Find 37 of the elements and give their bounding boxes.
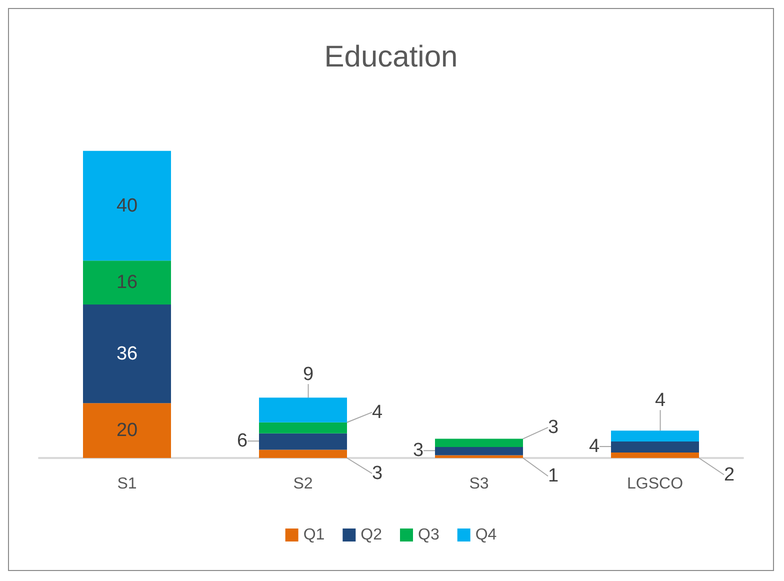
- data-label: 36: [116, 343, 138, 364]
- data-label: 16: [116, 272, 138, 294]
- data-label: 4: [655, 390, 666, 412]
- bar: [83, 403, 171, 458]
- legend-label: Q2: [360, 526, 382, 544]
- x-tick-label: S2: [293, 476, 313, 492]
- legend-label: Q1: [303, 526, 325, 544]
- bar: [83, 304, 171, 404]
- data-label: 20: [116, 420, 138, 442]
- bar: [611, 452, 699, 458]
- bar: [259, 433, 347, 450]
- data-label: 6: [237, 430, 248, 452]
- data-label: 4: [589, 436, 600, 458]
- data-label: 40: [116, 195, 138, 216]
- legend-label: Q3: [418, 526, 440, 544]
- bar: [435, 447, 523, 456]
- data-label: 1: [548, 466, 559, 487]
- bar: [83, 260, 171, 304]
- data-label: 4: [372, 402, 383, 423]
- legend-label: Q4: [475, 526, 497, 544]
- data-label: 9: [303, 364, 314, 386]
- data-label: 3: [548, 416, 559, 438]
- bar: [435, 438, 523, 448]
- data-label: 3: [413, 440, 424, 462]
- x-tick-label: S1: [117, 476, 137, 492]
- bar: [435, 455, 523, 458]
- data-label: 2: [724, 464, 735, 486]
- bar: [83, 150, 171, 261]
- bar: [611, 430, 699, 442]
- chart-title: Education: [324, 40, 458, 74]
- bar: [259, 422, 347, 434]
- bar: [259, 450, 347, 458]
- data-label: 3: [372, 462, 383, 484]
- bar: [259, 398, 347, 422]
- bar: [611, 442, 699, 453]
- x-tick-label: S3: [469, 476, 489, 492]
- x-tick-label: LGSCO: [626, 476, 684, 492]
